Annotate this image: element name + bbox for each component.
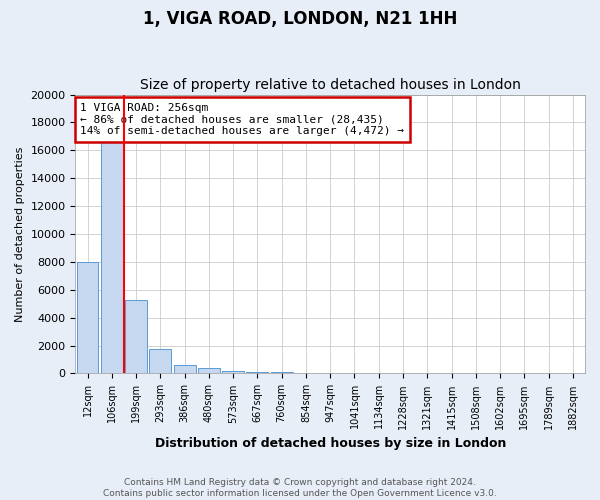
- Bar: [101, 142, 123, 374]
- Bar: [198, 368, 220, 374]
- Bar: [295, 372, 317, 374]
- Text: 1, VIGA ROAD, LONDON, N21 1HH: 1, VIGA ROAD, LONDON, N21 1HH: [143, 10, 457, 28]
- Bar: [149, 349, 171, 374]
- Bar: [247, 372, 268, 374]
- X-axis label: Distribution of detached houses by size in London: Distribution of detached houses by size …: [155, 437, 506, 450]
- Bar: [271, 372, 293, 374]
- Bar: [173, 365, 196, 374]
- Y-axis label: Number of detached properties: Number of detached properties: [15, 146, 25, 322]
- Title: Size of property relative to detached houses in London: Size of property relative to detached ho…: [140, 78, 521, 92]
- Bar: [222, 371, 244, 374]
- Bar: [77, 262, 98, 374]
- Text: 1 VIGA ROAD: 256sqm
← 86% of detached houses are smaller (28,435)
14% of semi-de: 1 VIGA ROAD: 256sqm ← 86% of detached ho…: [80, 103, 404, 136]
- Bar: [125, 300, 147, 374]
- Text: Contains HM Land Registry data © Crown copyright and database right 2024.
Contai: Contains HM Land Registry data © Crown c…: [103, 478, 497, 498]
